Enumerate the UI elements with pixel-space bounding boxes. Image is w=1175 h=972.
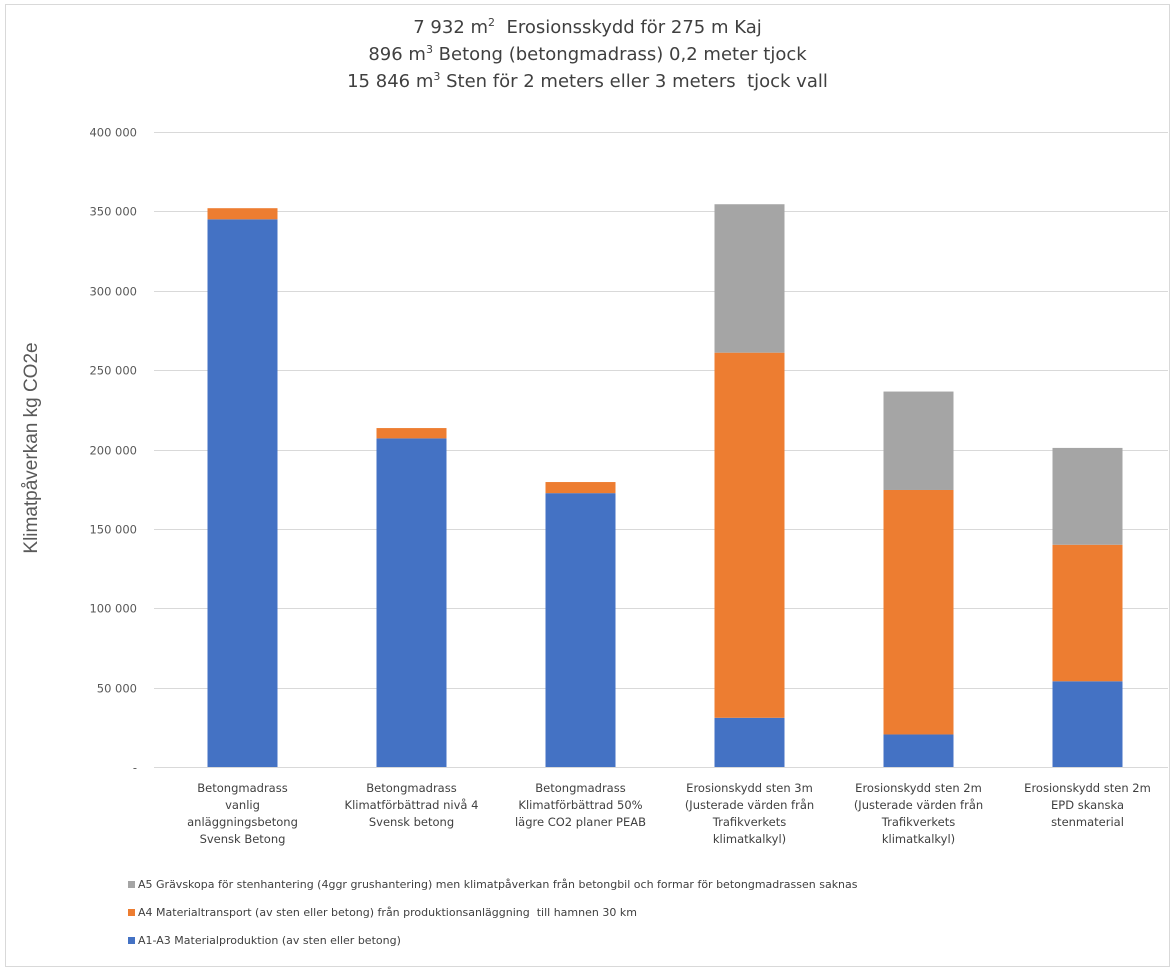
- x-tick-label: stenmaterial: [1051, 815, 1124, 829]
- y-tick-label: -: [133, 761, 137, 775]
- legend-swatch: [128, 881, 135, 888]
- x-tick-label: Svensk Betong: [200, 832, 286, 846]
- legend-item: A1-A3 Materialproduktion (av sten eller …: [128, 934, 858, 947]
- x-tick-label: vanlig: [225, 798, 260, 812]
- y-tick-label: 50 000: [97, 682, 137, 696]
- bar-segment-2: [883, 489, 954, 735]
- legend-item: A4 Materialtransport (av sten eller beto…: [128, 906, 858, 919]
- x-tick-label: Betongmadrass: [366, 781, 456, 795]
- x-tick-label: Trafikverkets: [881, 815, 955, 829]
- y-tick-label: 300 000: [89, 285, 137, 299]
- bar-segment-1: [1052, 681, 1123, 767]
- legend-swatch: [128, 937, 135, 944]
- bar-segment-1: [545, 493, 616, 767]
- x-tick-label: lägre CO2 planer PEAB: [515, 815, 646, 829]
- x-tick-label: klimatkalkyl): [713, 832, 786, 846]
- bar-segment-2: [376, 428, 447, 439]
- bar-segment-2: [714, 352, 785, 718]
- title-line-2: 896 m3 Betong (betongmadrass) 0,2 meter …: [368, 43, 807, 65]
- x-tick-label: Svensk betong: [369, 815, 454, 829]
- legend-label: A4 Materialtransport (av sten eller beto…: [138, 906, 637, 919]
- bar-segment-2: [207, 208, 278, 220]
- x-tick-label: (Justerade värden från: [685, 798, 814, 812]
- legend-label: A5 Grävskopa för stenhantering (4ggr gru…: [138, 878, 858, 891]
- bar-segment-2: [545, 482, 616, 494]
- title-line-1: 7 932 m2 Erosionsskydd för 275 m Kaj: [413, 16, 762, 38]
- y-tick-label: 150 000: [89, 523, 137, 537]
- legend: A5 Grävskopa för stenhantering (4ggr gru…: [128, 878, 858, 962]
- x-tick-label: Trafikverkets: [712, 815, 786, 829]
- bar-segment-3: [714, 204, 785, 353]
- legend-label: A1-A3 Materialproduktion (av sten eller …: [138, 934, 401, 947]
- bar-segment-2: [1052, 544, 1123, 682]
- x-tick-label: EPD skanska: [1051, 798, 1124, 812]
- bar-segment-3: [1052, 447, 1123, 545]
- y-tick-label: 250 000: [89, 364, 137, 378]
- x-tick-label: Klimatförbättrad nivå 4: [345, 798, 479, 812]
- legend-item: A5 Grävskopa för stenhantering (4ggr gru…: [128, 878, 858, 891]
- x-tick-label: anläggningsbetong: [187, 815, 298, 829]
- x-tick-label: Klimatförbättrad 50%: [518, 798, 642, 812]
- legend-swatch: [128, 909, 135, 916]
- x-tick-label: (Justerade värden från: [854, 798, 983, 812]
- y-tick-label: 350 000: [89, 205, 137, 219]
- x-tick-label: Betongmadrass: [197, 781, 287, 795]
- x-tick-label: Erosionskydd sten 2m: [1024, 781, 1151, 795]
- chart-title: 7 932 m2 Erosionsskydd för 275 m Kaj 896…: [0, 14, 1175, 95]
- x-tick-label: Betongmadrass: [535, 781, 625, 795]
- bar-segment-1: [376, 438, 447, 767]
- bar-segment-1: [207, 219, 278, 767]
- y-tick-label: 100 000: [89, 602, 137, 616]
- bar-segment-1: [883, 734, 954, 767]
- x-tick-label: Erosionskydd sten 2m: [855, 781, 982, 795]
- title-line-3: 15 846 m3 Sten för 2 meters eller 3 mete…: [347, 70, 828, 92]
- x-tick-label: klimatkalkyl): [882, 832, 955, 846]
- bar-segment-1: [714, 717, 785, 767]
- x-tick-label: Erosionskydd sten 3m: [686, 781, 813, 795]
- y-tick-label: 400 000: [89, 126, 137, 140]
- y-tick-label: 200 000: [89, 444, 137, 458]
- bar-segment-3: [883, 391, 954, 490]
